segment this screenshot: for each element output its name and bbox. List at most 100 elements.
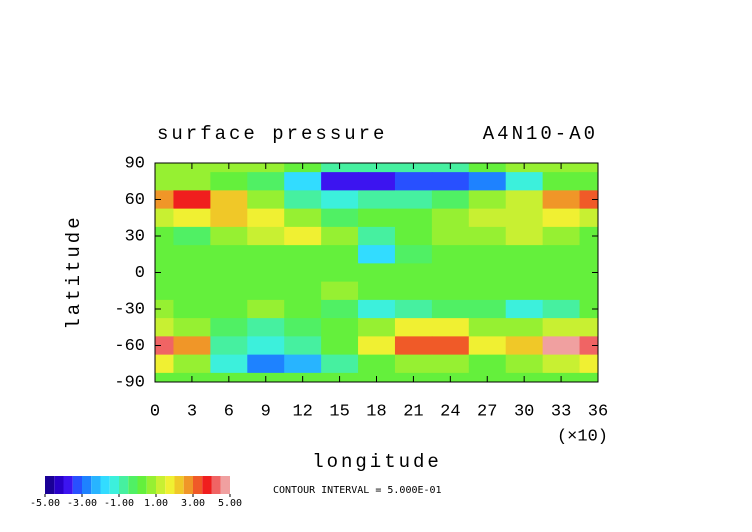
cell	[542, 336, 581, 356]
cell	[468, 245, 507, 264]
cell	[468, 299, 507, 319]
x-tick-label: 15	[329, 402, 349, 421]
cell	[579, 172, 598, 191]
cell	[358, 226, 396, 246]
y-tick-label: -30	[114, 300, 145, 319]
cell	[247, 226, 285, 246]
cell	[155, 318, 174, 337]
cell	[394, 245, 433, 264]
x-tick-label: 18	[366, 402, 386, 421]
cell	[247, 318, 285, 337]
cell	[284, 263, 322, 283]
cell	[431, 354, 470, 374]
cell	[321, 336, 359, 356]
cell	[321, 299, 359, 319]
cell	[155, 163, 174, 173]
cell	[247, 354, 285, 374]
cell	[155, 281, 174, 301]
cell	[468, 281, 507, 301]
cell	[321, 245, 359, 264]
cell	[321, 190, 359, 210]
cell	[542, 172, 581, 191]
cell	[358, 190, 396, 210]
cell	[358, 245, 396, 264]
cell	[505, 299, 544, 319]
cell	[321, 281, 359, 301]
cell	[173, 190, 211, 210]
cell	[321, 208, 359, 228]
cell	[394, 172, 433, 191]
cell	[579, 263, 598, 283]
colorbar-label: -3.00	[67, 498, 97, 509]
y-tick-label: 90	[125, 154, 145, 173]
cell	[173, 318, 211, 337]
cell	[284, 299, 322, 319]
cell	[358, 336, 396, 356]
cell	[210, 245, 248, 264]
cell	[394, 190, 433, 210]
cell	[358, 281, 396, 301]
cell	[579, 226, 598, 246]
cell	[431, 245, 470, 264]
cell	[579, 336, 598, 356]
colorbar-box	[174, 476, 184, 494]
colorbar-box	[82, 476, 92, 494]
cell	[505, 245, 544, 264]
cell	[321, 172, 359, 191]
cell	[468, 263, 507, 283]
x-tick-label: 36	[588, 402, 608, 421]
y-tick-label: 30	[125, 227, 145, 246]
cell	[284, 281, 322, 301]
cell	[542, 263, 581, 283]
cell	[579, 318, 598, 337]
cell	[210, 190, 248, 210]
cell	[542, 226, 581, 246]
cell	[468, 172, 507, 191]
chart-title: surface pressure	[157, 123, 387, 145]
cell	[210, 208, 248, 228]
cell	[431, 226, 470, 246]
cell	[247, 263, 285, 283]
cell	[321, 226, 359, 246]
cell	[431, 318, 470, 337]
cell	[579, 372, 598, 382]
cell	[505, 190, 544, 210]
field	[155, 163, 598, 382]
colorbar-box	[220, 476, 230, 494]
cell	[321, 318, 359, 337]
cell	[284, 208, 322, 228]
cell	[210, 318, 248, 337]
x-tick-label: 33	[551, 402, 571, 421]
cell	[155, 263, 174, 283]
x-tick-label: 0	[150, 402, 160, 421]
x-tick-label: 30	[514, 402, 534, 421]
cell	[247, 208, 285, 228]
cell	[173, 245, 211, 264]
cell	[247, 190, 285, 210]
cell	[358, 208, 396, 228]
cell	[210, 336, 248, 356]
cell	[210, 263, 248, 283]
cell	[210, 299, 248, 319]
cell	[155, 172, 174, 191]
cell	[247, 299, 285, 319]
colorbar-box	[137, 476, 147, 494]
colorbar-box	[202, 476, 212, 494]
cell	[358, 299, 396, 319]
colorbar-label: -5.00	[30, 498, 60, 509]
cell	[284, 190, 322, 210]
cell	[468, 190, 507, 210]
cell	[468, 336, 507, 356]
cell	[173, 354, 211, 374]
cell	[542, 190, 581, 210]
cell	[505, 281, 544, 301]
cell	[394, 354, 433, 374]
cell	[173, 299, 211, 319]
colorbar-box	[72, 476, 82, 494]
cell	[284, 336, 322, 356]
cell	[468, 226, 507, 246]
cell	[210, 172, 248, 191]
colorbar-box	[128, 476, 138, 494]
cell	[358, 354, 396, 374]
